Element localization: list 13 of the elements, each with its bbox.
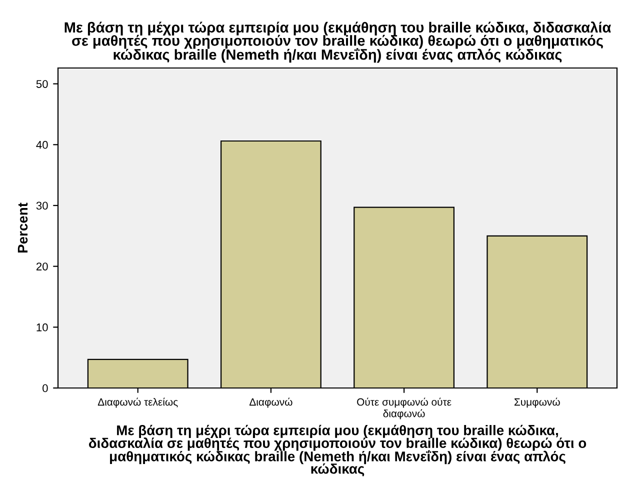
x-axis-title: Με βάση τη μέχρι τώρα εμπειρία μου (εκμάθηση του braille κώδικα, διδασκαλία σε μαθητές που χρησιμοποιούν τον braille κώδικα) θεωρώ ότι ο μαθηματικός κώδικας braille (Nemeth ή/και Μενεΐδη) είναι ένας απλός κώδικας [88, 424, 586, 476]
y-tick-label: 30 [36, 202, 48, 210]
x-tick-label: Συμφωνώ [514, 398, 560, 408]
y-tick-label: 40 [36, 140, 48, 149]
y-tick-label: 20 [36, 262, 48, 270]
y-tick-label: 10 [36, 323, 48, 332]
y-axis-title: Percent [18, 202, 28, 253]
y-tick-label: 0 [42, 384, 48, 392]
chart-title: Με βάση τη μέχρι τώρα εμπειρία μου (εκμάθηση του braille κώδικα, διδασκαλία σε μαθητές που χρησιμοποιούν τον braille κώδικα) θεωρώ ότι ο μαθηματικός κώδικας braille (Nemeth ή/και Μενεΐδη) είναι ένας απλός κώδικας [64, 22, 612, 63]
x-tick-label: Ούτε συμφωνώ ούτε διαφωνώ [357, 398, 452, 420]
x-tick-label: Διαφωνώ τελείως [98, 398, 178, 408]
y-tick-label: 50 [36, 80, 48, 88]
x-tick-label: Διαφωνώ [250, 398, 292, 408]
